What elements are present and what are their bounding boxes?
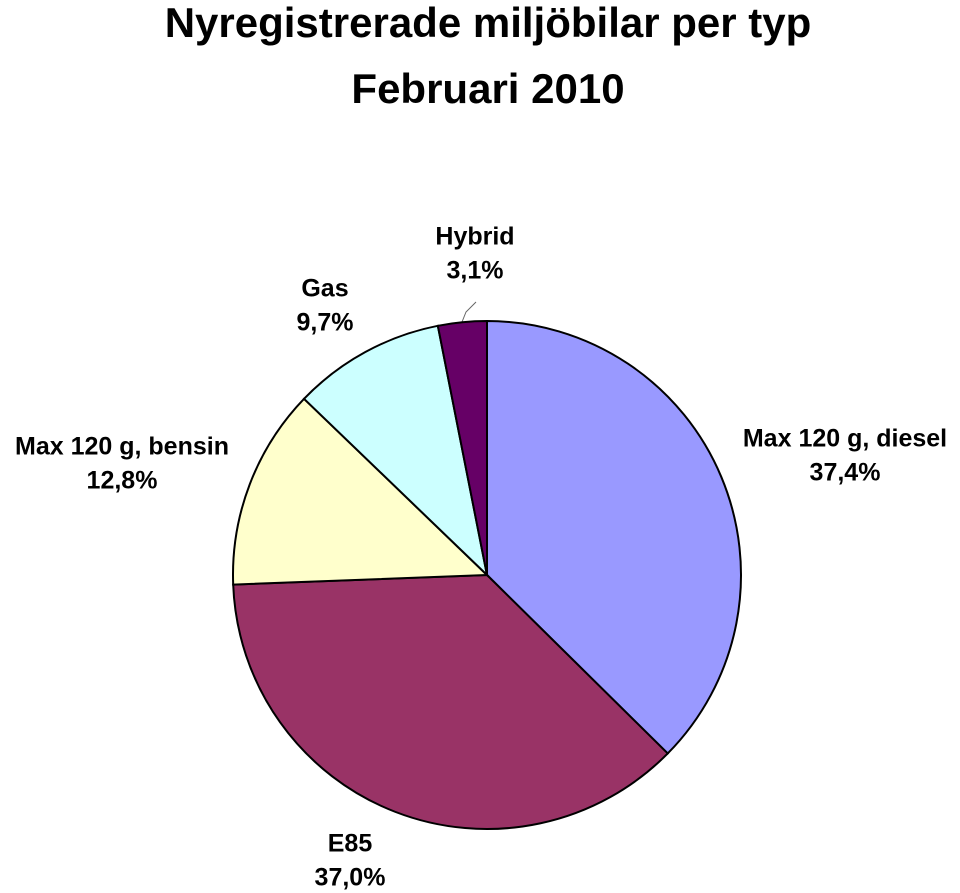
- slice-label: Max 120 g, bensin: [15, 433, 229, 461]
- slice-label: Hybrid: [435, 223, 514, 251]
- pie-slice: [436, 319, 488, 576]
- slice-value-label: 37,4%: [810, 459, 881, 487]
- slice-label: E85: [328, 830, 373, 858]
- slice-value-label: 37,0%: [315, 864, 386, 892]
- pie-slice: [232, 397, 490, 586]
- pie-slice: [486, 319, 742, 755]
- slice-value-label: 12,8%: [87, 467, 158, 495]
- chart-title: Nyregistrerade miljöbilar per typ: [165, 0, 812, 46]
- slice-label: Max 120 g, diesel: [743, 425, 947, 453]
- chart-subtitle: Februari 2010: [351, 65, 624, 112]
- slice-value-label: 3,1%: [447, 257, 504, 285]
- pie-slice: [232, 573, 670, 830]
- slice-value-label: 9,7%: [297, 309, 354, 337]
- leader-line: [461, 301, 477, 323]
- slice-label: Gas: [301, 275, 348, 303]
- pie-slice: [302, 324, 489, 578]
